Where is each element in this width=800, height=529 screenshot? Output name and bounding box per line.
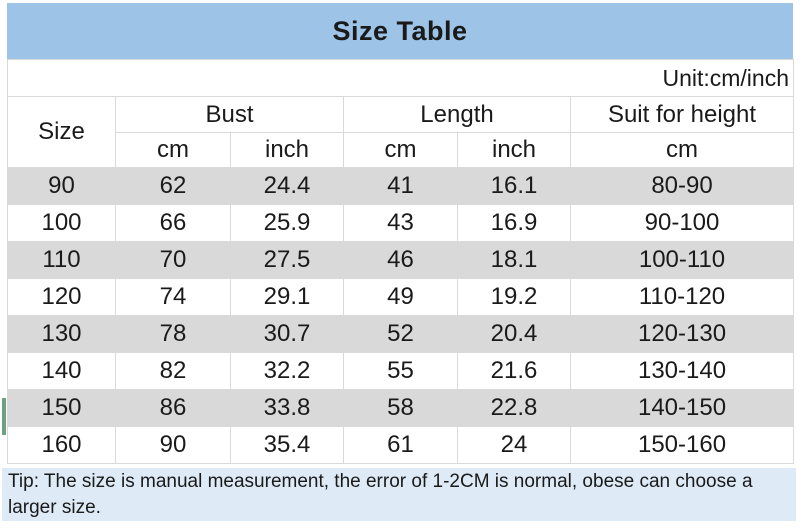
table-row-size-140: 140 82 32.2 55 21.6 130-140 <box>7 352 795 390</box>
cell-bust-inch: 25.9 <box>230 204 344 242</box>
cell-length-inch: 18.1 <box>457 241 571 279</box>
cell-length-cm: 49 <box>343 278 458 316</box>
unit-label: Unit:cm/inch <box>6 59 795 97</box>
table-title: Size Table <box>7 3 793 59</box>
subheader-bust-cm: cm <box>115 132 231 168</box>
cell-bust-cm: 62 <box>115 167 231 205</box>
cell-length-inch: 19.2 <box>457 278 571 316</box>
cell-bust-cm: 90 <box>115 426 231 464</box>
cell-bust-inch: 27.5 <box>230 241 344 279</box>
cell-length-cm: 43 <box>343 204 458 242</box>
col-header-bust: Bust <box>115 96 344 133</box>
cell-length-cm: 52 <box>343 315 458 353</box>
cell-suit-height: 80-90 <box>569 167 795 205</box>
cell-bust-cm: 74 <box>115 278 231 316</box>
header-row-groups: Size Bust Length Suit for height <box>7 96 795 168</box>
cell-size: 120 <box>7 278 116 316</box>
cell-suit-height: 100-110 <box>569 241 795 279</box>
green-edge-artifact <box>2 398 6 435</box>
cell-size: 110 <box>7 241 116 279</box>
cell-length-cm: 61 <box>343 426 458 464</box>
cell-suit-height: 140-150 <box>569 389 795 427</box>
cell-size: 150 <box>7 389 116 427</box>
cell-length-inch: 16.9 <box>457 204 571 242</box>
cell-size: 100 <box>7 204 116 242</box>
cell-length-cm: 55 <box>343 352 458 390</box>
cell-bust-inch: 32.2 <box>230 352 344 390</box>
cell-bust-inch: 33.8 <box>230 389 344 427</box>
size-table: Unit:cm/inch Size Bust Length Suit for h… <box>6 59 795 464</box>
cell-length-inch: 24 <box>457 426 571 464</box>
table-row-size-150: 150 86 33.8 58 22.8 140-150 <box>7 389 795 427</box>
tip-text: Tip: The size is manual measurement, the… <box>2 468 796 521</box>
subheader-bust-inch: inch <box>230 132 344 168</box>
cell-bust-cm: 86 <box>115 389 231 427</box>
cell-size: 90 <box>7 167 116 205</box>
cell-suit-height: 90-100 <box>569 204 795 242</box>
table-row-size-90: 90 62 24.4 41 16.1 80-90 <box>7 167 795 205</box>
cell-suit-height: 130-140 <box>569 352 795 390</box>
cell-length-inch: 20.4 <box>457 315 571 353</box>
table-row-size-130: 130 78 30.7 52 20.4 120-130 <box>7 315 795 353</box>
cell-bust-inch: 29.1 <box>230 278 344 316</box>
table-row-size-160: 160 90 35.4 61 24 150-160 <box>7 426 795 464</box>
cell-suit-height: 150-160 <box>569 426 795 464</box>
cell-length-cm: 46 <box>343 241 458 279</box>
cell-bust-cm: 78 <box>115 315 231 353</box>
col-header-size: Size <box>7 96 116 168</box>
cell-size: 140 <box>7 352 116 390</box>
cell-bust-inch: 35.4 <box>230 426 344 464</box>
cell-length-inch: 21.6 <box>457 352 571 390</box>
subheader-suit-cm: cm <box>569 132 795 168</box>
subheader-length-cm: cm <box>343 132 458 168</box>
cell-bust-inch: 30.7 <box>230 315 344 353</box>
table-row-size-100: 100 66 25.9 43 16.9 90-100 <box>7 204 795 242</box>
cell-bust-inch: 24.4 <box>230 167 344 205</box>
col-header-suit-for-height: Suit for height <box>569 96 795 133</box>
cell-bust-cm: 70 <box>115 241 231 279</box>
header-row-units: cm inch cm inch cm <box>8 132 795 168</box>
table-row-size-120: 120 74 29.1 49 19.2 110-120 <box>7 278 795 316</box>
cell-length-inch: 16.1 <box>457 167 571 205</box>
cell-bust-cm: 82 <box>115 352 231 390</box>
subheader-length-inch: inch <box>457 132 571 168</box>
col-header-length: Length <box>343 96 571 133</box>
cell-size: 160 <box>7 426 116 464</box>
cell-length-cm: 41 <box>343 167 458 205</box>
cell-length-inch: 22.8 <box>457 389 571 427</box>
cell-size: 130 <box>7 315 116 353</box>
table-row-size-110: 110 70 27.5 46 18.1 100-110 <box>7 241 795 279</box>
cell-length-cm: 58 <box>343 389 458 427</box>
unit-row: Unit:cm/inch <box>6 59 795 97</box>
cell-bust-cm: 66 <box>115 204 231 242</box>
cell-suit-height: 110-120 <box>569 278 795 316</box>
cell-suit-height: 120-130 <box>569 315 795 353</box>
